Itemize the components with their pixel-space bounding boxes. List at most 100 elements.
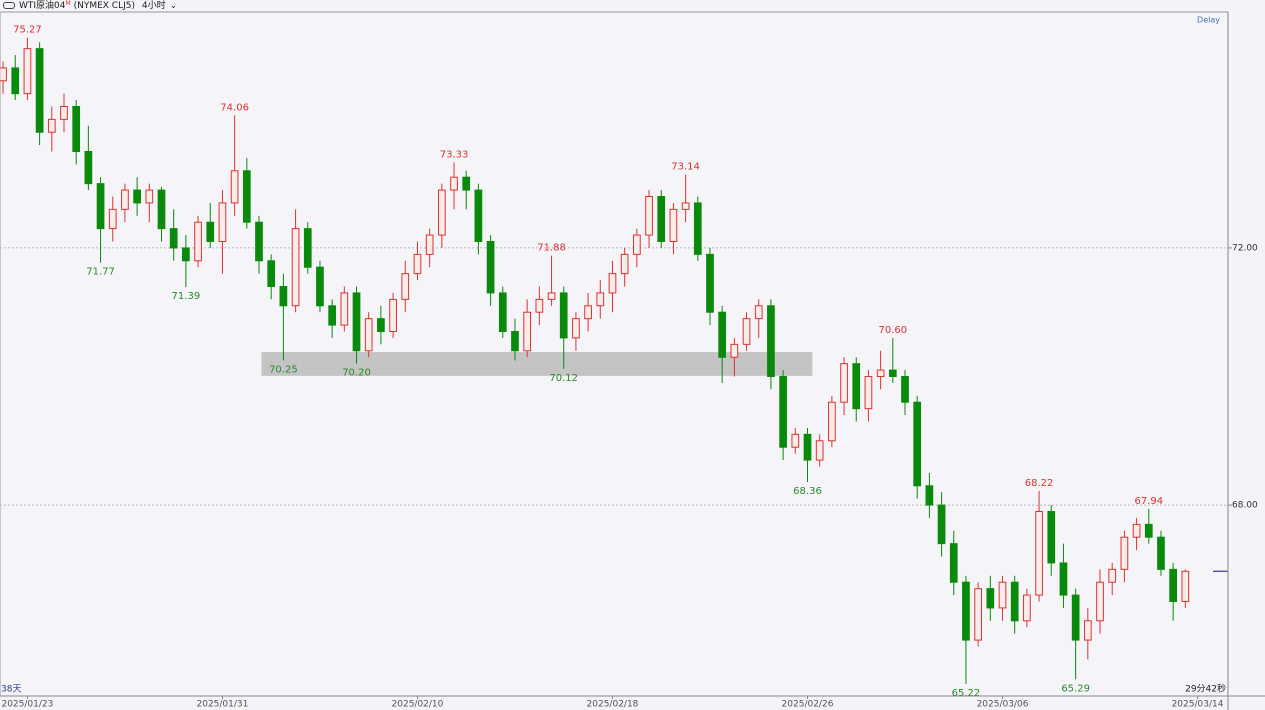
candle-body [633, 234, 641, 255]
price-annotation: 71.88 [537, 243, 566, 254]
candle-body [462, 176, 471, 191]
candle-body [0, 67, 7, 82]
candle-body [157, 189, 166, 230]
price-annotation: 70.20 [342, 368, 371, 379]
candle-body [413, 253, 422, 275]
candle-body [876, 369, 885, 378]
candle-body [681, 202, 690, 210]
x-tick-label: 2025/03/06 [977, 700, 1029, 710]
candle-body [803, 433, 812, 461]
x-tick-label: 2025/02/18 [587, 700, 639, 710]
candle-body [316, 266, 324, 307]
candle-body [11, 67, 20, 95]
y-tick-label: 68.00 [1232, 501, 1258, 511]
candle-body [986, 588, 995, 609]
price-annotation: 73.14 [671, 162, 700, 173]
candle-body [72, 106, 81, 152]
candle-body [377, 318, 385, 332]
candle-body [389, 298, 397, 333]
candle-body [218, 202, 227, 243]
candle-body [718, 311, 727, 358]
candle-body [742, 318, 751, 345]
candle-body [1108, 568, 1117, 583]
candle-body [888, 369, 897, 378]
candle-body [620, 253, 629, 275]
candle-body [1157, 536, 1165, 570]
countdown: 29分42秒 [1185, 683, 1226, 695]
candle-body [523, 311, 532, 352]
candle-body [669, 208, 678, 243]
candle-body [437, 189, 446, 236]
candle-body [303, 228, 312, 268]
candle-body [1071, 594, 1080, 641]
candle-body [194, 221, 202, 262]
interval-dropdown[interactable]: ⌄ [169, 1, 178, 11]
candle-body [901, 376, 909, 403]
x-tick-label: 2025/01/31 [197, 700, 249, 710]
price-annotation: 70.25 [269, 364, 298, 375]
x-tick-label: 2025/03/14 [1172, 700, 1224, 710]
candle-body [693, 202, 702, 255]
candle-body [486, 241, 495, 294]
price-annotation: 71.39 [172, 291, 201, 302]
candle-body [1132, 523, 1141, 538]
symbol-sup: M [65, 0, 71, 7]
candle-body [498, 292, 507, 332]
candle-body [364, 318, 373, 352]
candle-body [1096, 581, 1104, 622]
contract: (NYMEX CLJ5) [73, 1, 135, 11]
price-annotation: 67.94 [1134, 496, 1163, 507]
candle-body [1181, 570, 1190, 602]
candle-body [828, 401, 836, 442]
candle-body [864, 376, 873, 410]
candle-body [169, 228, 178, 249]
candle-body [267, 260, 276, 287]
candle-body [645, 196, 653, 236]
candle-body [1120, 536, 1129, 570]
candle-body [121, 189, 129, 210]
support-zone [261, 352, 813, 376]
candle-body [328, 305, 336, 326]
interval[interactable]: 4小时 [141, 1, 166, 11]
x-tick-label: 2025/02/26 [782, 700, 834, 710]
candle-body [937, 504, 946, 545]
candle-body [23, 48, 32, 95]
candle-body [511, 331, 519, 352]
candle-body [206, 221, 215, 242]
candle-body [1023, 594, 1031, 622]
candle-body [145, 189, 154, 204]
candle-body [35, 48, 44, 133]
price-annotation: 65.22 [952, 688, 981, 699]
candle-body [815, 440, 824, 461]
candle-body [340, 292, 349, 326]
range-label: 38天 [1, 685, 21, 695]
y-tick-label: 72.00 [1232, 243, 1258, 253]
candle-body [1144, 523, 1153, 538]
candle-body [608, 273, 617, 294]
candle-body [279, 286, 288, 307]
candle-body [1035, 511, 1043, 596]
price-annotation: 74.06 [220, 103, 249, 114]
delay-label: Delay [1197, 16, 1220, 25]
price-annotation: 73.33 [440, 149, 469, 160]
header: WTI原油04M (NYMEX CLJ5) 4小时 ⌄ [0, 0, 181, 12]
candle-body [1047, 511, 1056, 564]
candle-body [706, 253, 714, 313]
candle-body [401, 273, 410, 300]
price-annotation: 71.77 [86, 267, 115, 278]
candle-body [425, 234, 434, 255]
icon [3, 2, 15, 9]
x-tick-label: 2025/01/23 [1, 700, 53, 710]
price-annotation: 75.27 [13, 25, 42, 36]
price-annotation: 68.22 [1025, 478, 1054, 489]
candle-body [852, 363, 861, 410]
candle-body [791, 433, 800, 448]
candle-body [47, 118, 56, 133]
candle-body [1083, 620, 1092, 641]
candle-body [242, 170, 251, 223]
candle-body [450, 176, 458, 191]
candle-body [108, 208, 117, 230]
candle-body [998, 581, 1007, 609]
candle-body [1059, 562, 1068, 596]
